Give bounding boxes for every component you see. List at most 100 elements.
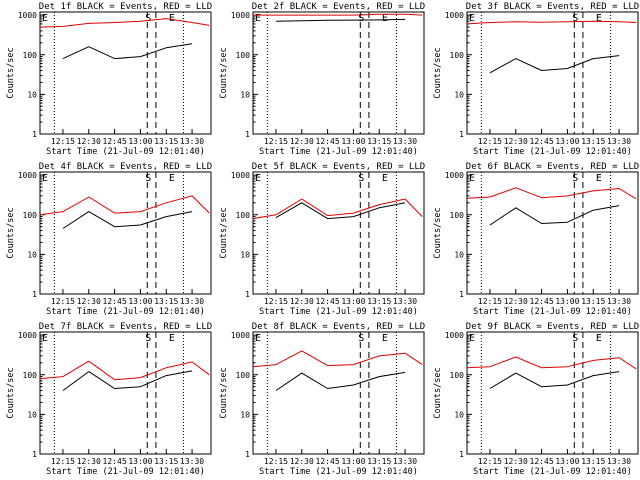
- plot-frame: [252, 331, 425, 455]
- x-tick-label: 13:30: [393, 297, 417, 306]
- x-tick-label: 13:00: [341, 297, 365, 306]
- detector-panel-7: Det 7f BLACK = Events, RED = LLD 1 10 100 10…: [6, 322, 212, 477]
- marker-e-label: E: [382, 173, 388, 184]
- x-tick-label: 13:30: [393, 457, 417, 466]
- x-axis-label: Start Time (21-Jul-09 12:01:40): [46, 467, 205, 477]
- events-series-line: [62, 370, 193, 391]
- y-axis-label: Counts/sec: [433, 367, 443, 418]
- plot-frame: [252, 11, 425, 135]
- x-axis-label: Start Time (21-Jul-09 12:01:40): [259, 467, 418, 477]
- x-tick-label: 12:30: [77, 297, 101, 306]
- x-tick-label: 12:45: [316, 137, 340, 146]
- marker-left-label: E: [469, 13, 475, 24]
- marker-left-label: E: [255, 333, 261, 344]
- x-tick-label: 12:30: [504, 457, 528, 466]
- x-tick-label: 13:30: [607, 137, 631, 146]
- detector-panel-1: Det 1f BLACK = Events, RED = LLD 1 10 100 10…: [6, 2, 212, 157]
- marker-e-label: E: [596, 13, 602, 24]
- marker-left-label: E: [469, 173, 475, 184]
- y-tick-label: 1000: [18, 331, 37, 340]
- x-tick-label: 13:00: [555, 137, 579, 146]
- x-tick-label: 12:15: [264, 297, 288, 306]
- marker-s-label: S: [572, 13, 578, 24]
- y-tick-label: 100: [236, 371, 251, 380]
- marker-left-label: E: [255, 173, 261, 184]
- x-tick-label: 13:15: [154, 457, 178, 466]
- y-tick-label: 10: [27, 90, 37, 99]
- x-tick-label: 13:15: [581, 137, 605, 146]
- x-tick-label: 13:00: [341, 457, 365, 466]
- lld-series-line: [466, 356, 637, 370]
- x-tick-label: 12:45: [530, 137, 554, 146]
- x-tick-label: 13:30: [607, 297, 631, 306]
- y-tick-label: 1000: [18, 171, 37, 180]
- x-tick-label: 13:00: [341, 137, 365, 146]
- detector-panel-3: Det 3f BLACK = Events, RED = LLD 1 10 100 10…: [433, 2, 639, 157]
- x-tick-label: 12:15: [478, 457, 502, 466]
- lld-series-line: [466, 20, 637, 25]
- events-series-line: [489, 205, 620, 226]
- detector-panel-8: Det 8f BLACK = Events, RED = LLD 1 10 100 10…: [219, 322, 425, 477]
- y-axis-label: Counts/sec: [6, 47, 16, 98]
- plot-frame: [466, 11, 639, 135]
- marker-left-label: E: [42, 13, 48, 24]
- events-series-line: [62, 43, 193, 60]
- y-axis-label: Counts/sec: [433, 207, 443, 258]
- panel-title: Det 9f BLACK = Events, RED = LLD: [466, 322, 639, 332]
- events-series-line: [489, 371, 620, 389]
- y-tick-label: 1000: [231, 11, 250, 20]
- events-series-line: [275, 18, 406, 22]
- plot-frame: [39, 11, 212, 135]
- plot-frame: [39, 171, 212, 295]
- lld-series-line: [39, 360, 210, 381]
- y-axis-label: Counts/sec: [433, 47, 443, 98]
- lld-series-line: [252, 350, 423, 368]
- panel-title: Det 5f BLACK = Events, RED = LLD: [252, 162, 425, 172]
- y-tick-label: 100: [23, 371, 38, 380]
- x-tick-label: 12:15: [478, 137, 502, 146]
- lld-series-line: [253, 13, 423, 16]
- x-tick-label: 13:15: [367, 457, 391, 466]
- x-tick-label: 13:00: [128, 137, 152, 146]
- y-tick-label: 1000: [445, 171, 464, 180]
- x-tick-label: 12:30: [504, 297, 528, 306]
- plot-frame: [39, 331, 212, 455]
- y-tick-label: 1: [459, 130, 464, 139]
- x-tick-label: 12:15: [264, 457, 288, 466]
- x-tick-label: 12:30: [290, 457, 314, 466]
- y-tick-label: 1000: [445, 11, 464, 20]
- y-axis-label: Counts/sec: [6, 367, 16, 418]
- y-tick-label: 1: [32, 290, 37, 299]
- lld-series-line: [466, 187, 637, 200]
- marker-e-label: E: [382, 13, 388, 24]
- marker-s-label: S: [145, 173, 151, 184]
- y-tick-label: 100: [450, 51, 465, 60]
- marker-s-label: S: [358, 173, 364, 184]
- y-tick-label: 100: [450, 211, 465, 220]
- x-tick-label: 13:30: [607, 457, 631, 466]
- x-tick-label: 12:45: [103, 457, 127, 466]
- y-tick-label: 10: [454, 250, 464, 259]
- y-tick-label: 1000: [18, 11, 37, 20]
- events-series-line: [489, 55, 620, 74]
- marker-left-label: E: [42, 173, 48, 184]
- y-axis-label: Counts/sec: [6, 207, 16, 258]
- x-axis-label: Start Time (21-Jul-09 12:01:40): [46, 307, 205, 317]
- x-tick-label: 12:45: [316, 457, 340, 466]
- y-tick-label: 1: [245, 450, 250, 459]
- x-tick-label: 12:15: [51, 457, 75, 466]
- detector-panel-2: Det 2f BLACK = Events, RED = LLD 1 10 100 10…: [219, 2, 425, 157]
- marker-left-label: E: [469, 333, 475, 344]
- y-tick-label: 1000: [231, 331, 250, 340]
- lld-series-line: [39, 18, 210, 28]
- x-tick-label: 12:15: [264, 137, 288, 146]
- marker-s-label: S: [145, 13, 151, 24]
- marker-s-label: S: [572, 333, 578, 344]
- x-tick-label: 13:00: [128, 457, 152, 466]
- x-tick-label: 12:30: [77, 457, 101, 466]
- y-tick-label: 100: [23, 51, 38, 60]
- y-tick-label: 100: [236, 211, 251, 220]
- detector-panel-6: Det 6f BLACK = Events, RED = LLD 1 10 100 10…: [433, 162, 639, 317]
- y-axis-label: Counts/sec: [219, 47, 229, 98]
